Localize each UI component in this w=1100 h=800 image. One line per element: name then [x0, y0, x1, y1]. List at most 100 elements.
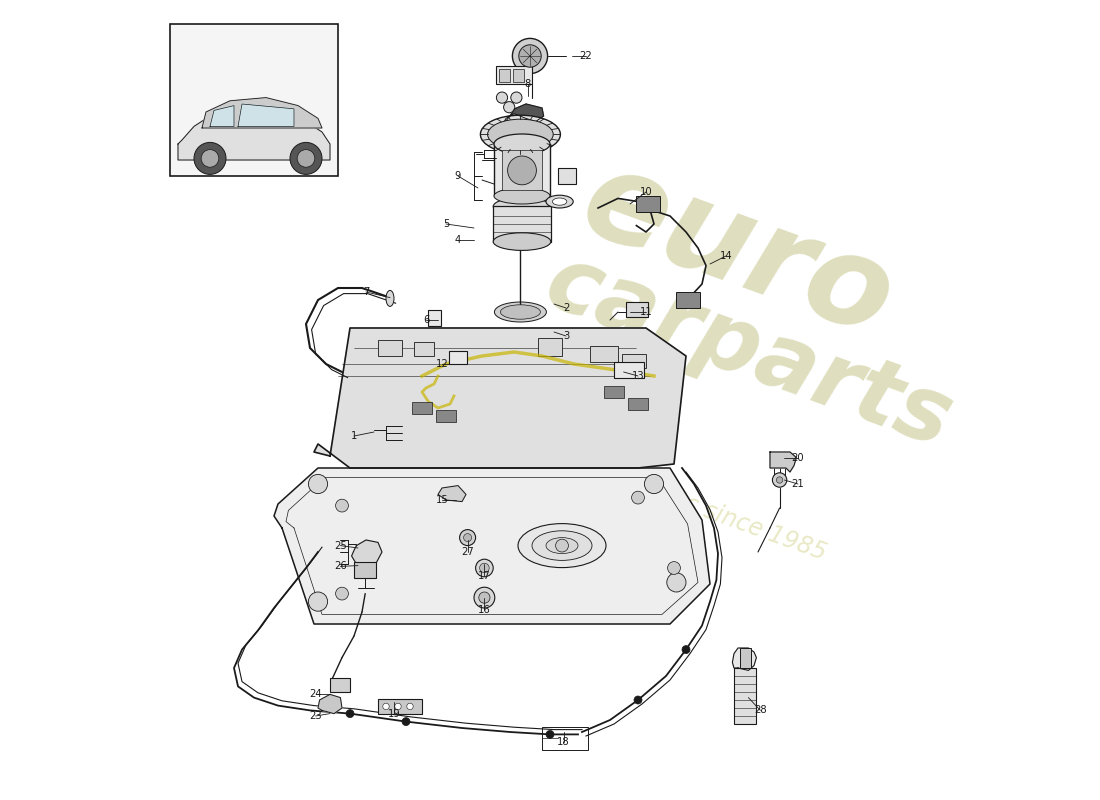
Bar	[538, 338, 562, 356]
Ellipse shape	[481, 115, 560, 154]
Bar	[378, 699, 422, 714]
Text: 13: 13	[631, 371, 645, 381]
Circle shape	[402, 718, 410, 726]
Ellipse shape	[494, 302, 547, 322]
Polygon shape	[438, 486, 466, 502]
Bar	[330, 678, 350, 692]
Circle shape	[668, 562, 681, 574]
Text: 5: 5	[443, 219, 449, 229]
Bar	[428, 310, 441, 326]
Bar	[514, 69, 525, 82]
Circle shape	[474, 587, 495, 608]
Ellipse shape	[552, 198, 567, 206]
Ellipse shape	[487, 119, 553, 150]
Ellipse shape	[532, 531, 592, 560]
Bar	[494, 144, 550, 196]
Polygon shape	[733, 648, 757, 670]
Ellipse shape	[546, 538, 578, 554]
Polygon shape	[202, 98, 322, 128]
Ellipse shape	[494, 188, 550, 204]
Text: 26: 26	[334, 562, 346, 571]
Text: 22: 22	[580, 51, 593, 61]
Text: 11: 11	[639, 307, 652, 317]
Circle shape	[667, 573, 686, 592]
Bar	[626, 302, 648, 317]
Bar	[496, 66, 531, 84]
Circle shape	[308, 474, 328, 494]
Circle shape	[772, 473, 786, 487]
Polygon shape	[314, 328, 686, 468]
Circle shape	[480, 563, 490, 573]
Circle shape	[336, 587, 349, 600]
Text: 1: 1	[351, 431, 358, 441]
Bar	[739, 648, 751, 668]
Text: 3: 3	[563, 331, 569, 341]
Polygon shape	[178, 110, 330, 160]
Circle shape	[194, 142, 226, 174]
Ellipse shape	[500, 305, 540, 319]
Circle shape	[546, 730, 554, 738]
Circle shape	[556, 539, 569, 552]
Text: 6: 6	[422, 315, 429, 325]
Circle shape	[395, 703, 402, 710]
Bar	[558, 168, 575, 184]
Ellipse shape	[494, 134, 550, 154]
Polygon shape	[352, 540, 382, 568]
Ellipse shape	[518, 524, 606, 568]
Bar	[378, 340, 402, 356]
Text: 28: 28	[755, 706, 767, 715]
Circle shape	[507, 156, 537, 185]
Circle shape	[290, 142, 322, 174]
Text: 9: 9	[454, 171, 461, 181]
Text: 20: 20	[792, 453, 804, 462]
Bar	[542, 727, 588, 750]
Circle shape	[478, 592, 490, 603]
Bar	[614, 362, 645, 378]
Circle shape	[475, 559, 493, 577]
Bar	[621, 354, 646, 368]
Ellipse shape	[493, 233, 551, 250]
Bar	[590, 346, 618, 362]
Bar	[637, 196, 660, 212]
Bar	[676, 292, 701, 308]
Circle shape	[682, 646, 690, 654]
Text: 4: 4	[455, 235, 461, 245]
Bar	[437, 410, 455, 422]
Circle shape	[513, 38, 548, 74]
Circle shape	[346, 710, 354, 718]
Bar	[354, 562, 376, 578]
Text: 2: 2	[563, 303, 569, 313]
Circle shape	[777, 477, 783, 483]
Ellipse shape	[546, 195, 573, 208]
Bar	[498, 69, 510, 82]
Text: 19: 19	[387, 709, 400, 718]
Text: 21: 21	[792, 479, 804, 489]
Bar	[734, 668, 757, 724]
Bar	[412, 402, 431, 414]
Bar	[502, 150, 542, 190]
Text: 23: 23	[309, 711, 322, 721]
Text: carparts: carparts	[534, 238, 965, 467]
Bar	[414, 342, 435, 356]
Circle shape	[504, 102, 515, 113]
Polygon shape	[238, 104, 294, 126]
Bar	[170, 24, 338, 176]
Text: euro: euro	[566, 138, 910, 362]
Circle shape	[407, 703, 414, 710]
Ellipse shape	[386, 290, 394, 306]
Circle shape	[460, 530, 475, 546]
Text: 10: 10	[640, 187, 652, 197]
Circle shape	[336, 499, 349, 512]
Polygon shape	[770, 452, 796, 472]
Circle shape	[308, 592, 328, 611]
Text: 17: 17	[478, 571, 491, 581]
Circle shape	[519, 45, 541, 67]
Bar	[604, 386, 624, 398]
Text: 18: 18	[558, 738, 570, 747]
Circle shape	[297, 150, 315, 167]
Circle shape	[631, 491, 645, 504]
Polygon shape	[318, 694, 342, 714]
Ellipse shape	[493, 198, 551, 215]
Circle shape	[496, 92, 507, 103]
Text: 12: 12	[436, 359, 449, 369]
